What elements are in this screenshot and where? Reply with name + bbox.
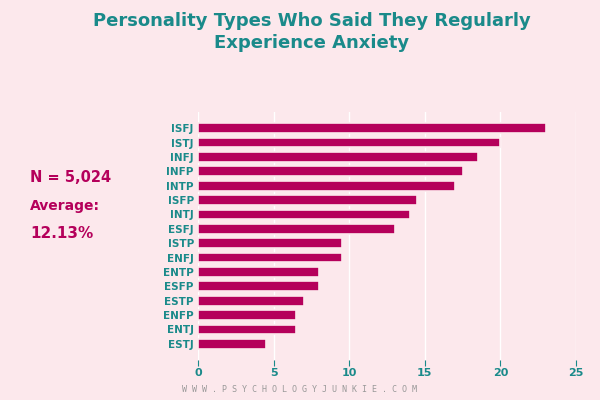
Text: Personality Types Who Said They Regularly
Experience Anxiety: Personality Types Who Said They Regularl… [93,12,531,52]
Text: N = 5,024: N = 5,024 [30,170,111,186]
Bar [198,310,296,320]
Bar [198,282,319,291]
Bar [198,238,341,248]
Text: Average:: Average: [30,199,100,213]
Bar [198,339,266,349]
Bar [198,324,296,334]
Bar [198,123,546,133]
Bar [198,195,417,205]
Bar [198,152,478,162]
Bar [198,210,410,219]
Bar [198,296,304,306]
Text: W W W . P S Y C H O L O G Y J U N K I E . C O M: W W W . P S Y C H O L O G Y J U N K I E … [182,385,418,394]
Bar [198,166,463,176]
Text: 12.13%: 12.13% [30,226,93,242]
Bar [198,224,395,234]
Bar [198,253,341,262]
Bar [198,181,455,190]
Bar [198,267,319,277]
Bar [198,138,500,148]
